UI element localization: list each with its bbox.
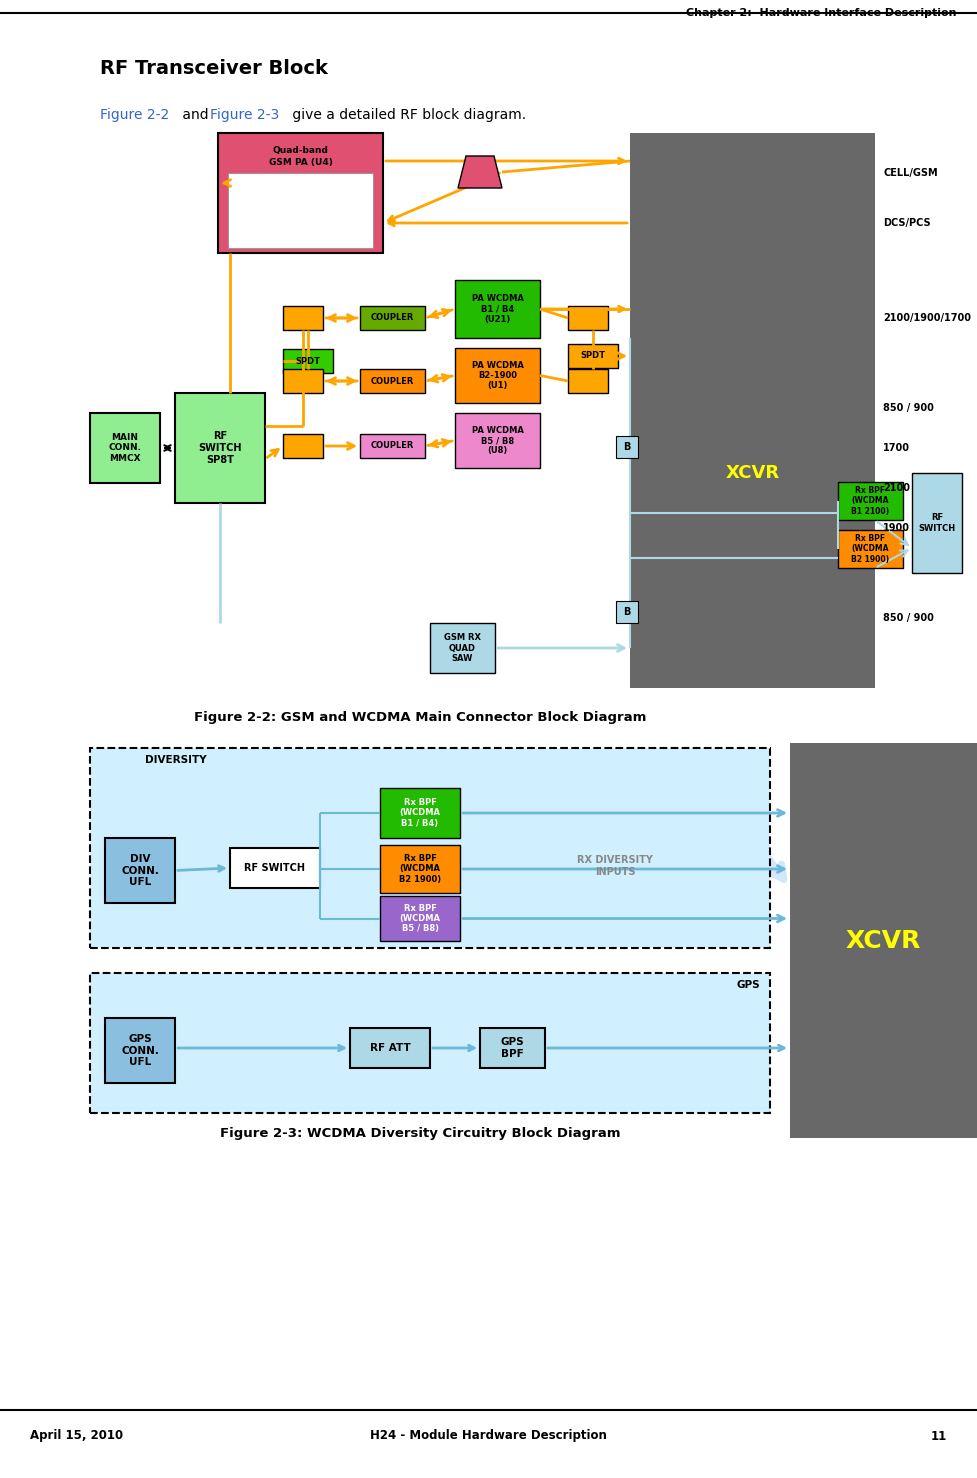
Text: RF SWITCH: RF SWITCH [244, 863, 306, 873]
Bar [360, 306, 425, 330]
Text: April 15, 2010: April 15, 2010 [30, 1429, 123, 1443]
Text: 850 / 900: 850 / 900 [883, 403, 934, 412]
Bar [105, 1018, 175, 1083]
Text: Figure 2-3: WCDMA Diversity Circuitry Block Diagram: Figure 2-3: WCDMA Diversity Circuitry Bl… [220, 1126, 620, 1140]
Text: Rx BPF
(WCDMA
B1 2100): Rx BPF (WCDMA B1 2100) [851, 486, 890, 516]
Text: XCVR: XCVR [846, 928, 921, 952]
Bar [360, 435, 425, 458]
Text: H24 - Module Hardware Description: H24 - Module Hardware Description [370, 1429, 607, 1443]
Text: 2100/1900/1700: 2100/1900/1700 [883, 313, 971, 324]
Text: 1900: 1900 [883, 523, 910, 534]
Bar [283, 370, 323, 393]
Text: give a detailed RF block diagram.: give a detailed RF block diagram. [288, 108, 527, 123]
Text: GPS
CONN.
UFL: GPS CONN. UFL [121, 1035, 159, 1067]
Text: SPDT: SPDT [580, 352, 606, 361]
Text: 850 / 900: 850 / 900 [883, 613, 934, 624]
Bar [350, 1029, 430, 1069]
Bar [228, 173, 373, 248]
Text: B: B [623, 607, 631, 616]
Bar [283, 306, 323, 330]
Text: Rx BPF
(WCDMA
B5 / B8): Rx BPF (WCDMA B5 / B8) [400, 903, 441, 934]
Bar [838, 531, 903, 568]
Bar [230, 848, 320, 888]
Text: RF
SWITCH
SP8T: RF SWITCH SP8T [198, 432, 241, 464]
Bar [380, 788, 460, 838]
Bar [218, 133, 383, 253]
Bar [912, 473, 962, 573]
Bar [838, 482, 903, 520]
Text: Figure 2-2: GSM and WCDMA Main Connector Block Diagram: Figure 2-2: GSM and WCDMA Main Connector… [193, 711, 646, 724]
Bar [455, 279, 540, 338]
Text: XCVR: XCVR [726, 464, 780, 482]
Text: COUPLER: COUPLER [371, 442, 414, 451]
Text: Rx BPF
(WCDMA
B2 1900): Rx BPF (WCDMA B2 1900) [399, 854, 441, 884]
Text: GPS
BPF: GPS BPF [500, 1038, 525, 1058]
Text: Chapter 2:  Hardware Interface Description: Chapter 2: Hardware Interface Descriptio… [687, 7, 957, 18]
Bar [455, 412, 540, 469]
Text: DIVERSITY: DIVERSITY [145, 755, 206, 766]
Text: RX DIVERSITY
INPUTS: RX DIVERSITY INPUTS [577, 856, 653, 876]
Text: PA WCDMA
B2-1900
(U1): PA WCDMA B2-1900 (U1) [472, 361, 524, 390]
Text: CELL/GSM: CELL/GSM [883, 168, 938, 177]
Text: DCS/PCS: DCS/PCS [883, 217, 931, 228]
Bar [90, 748, 770, 947]
Bar [480, 1029, 545, 1069]
Bar [360, 370, 425, 393]
Text: COUPLER: COUPLER [371, 313, 414, 322]
Bar [283, 349, 333, 372]
Text: 11: 11 [931, 1429, 947, 1443]
Text: GSM RX
QUAD
SAW: GSM RX QUAD SAW [444, 633, 481, 664]
Bar [90, 412, 160, 483]
Bar [616, 602, 638, 624]
Bar [175, 393, 265, 503]
Bar [630, 133, 875, 687]
Text: PA WCDMA
B5 / B8
(U8): PA WCDMA B5 / B8 (U8) [472, 426, 524, 455]
Bar [380, 896, 460, 941]
Bar [568, 370, 608, 393]
Bar [430, 624, 495, 672]
Text: B: B [623, 442, 631, 452]
Bar [90, 973, 770, 1113]
Text: DIV
CONN.
UFL: DIV CONN. UFL [121, 854, 159, 887]
Bar [790, 743, 977, 1138]
Text: RF ATT: RF ATT [369, 1043, 410, 1052]
Text: PA WCDMA
B1 / B4
(U21): PA WCDMA B1 / B4 (U21) [472, 294, 524, 324]
Text: and: and [178, 108, 213, 123]
Bar [568, 306, 608, 330]
Text: GPS: GPS [737, 980, 760, 990]
Bar [455, 347, 540, 403]
Text: RF Transceiver Block: RF Transceiver Block [100, 59, 328, 77]
Text: SPDT: SPDT [295, 356, 320, 365]
Text: 1700: 1700 [883, 443, 910, 452]
Text: GSM PA (U4): GSM PA (U4) [269, 158, 332, 167]
Bar [283, 435, 323, 458]
Text: Figure 2-2: Figure 2-2 [100, 108, 169, 123]
Text: Figure 2-3: Figure 2-3 [210, 108, 279, 123]
Text: COUPLER: COUPLER [371, 377, 414, 386]
Text: 2100: 2100 [883, 483, 910, 494]
Text: MAIN
CONN.
MMCX: MAIN CONN. MMCX [108, 433, 142, 463]
Text: Rx BPF
(WCDMA
B1 / B4): Rx BPF (WCDMA B1 / B4) [400, 798, 441, 828]
Polygon shape [458, 157, 502, 188]
Text: Rx BPF
(WCDMA
B2 1900): Rx BPF (WCDMA B2 1900) [851, 534, 890, 565]
Bar [616, 436, 638, 458]
Bar [568, 344, 618, 368]
Bar [380, 845, 460, 893]
Bar [105, 838, 175, 903]
Text: RF
SWITCH: RF SWITCH [918, 513, 956, 532]
Text: Quad-band: Quad-band [273, 146, 328, 155]
